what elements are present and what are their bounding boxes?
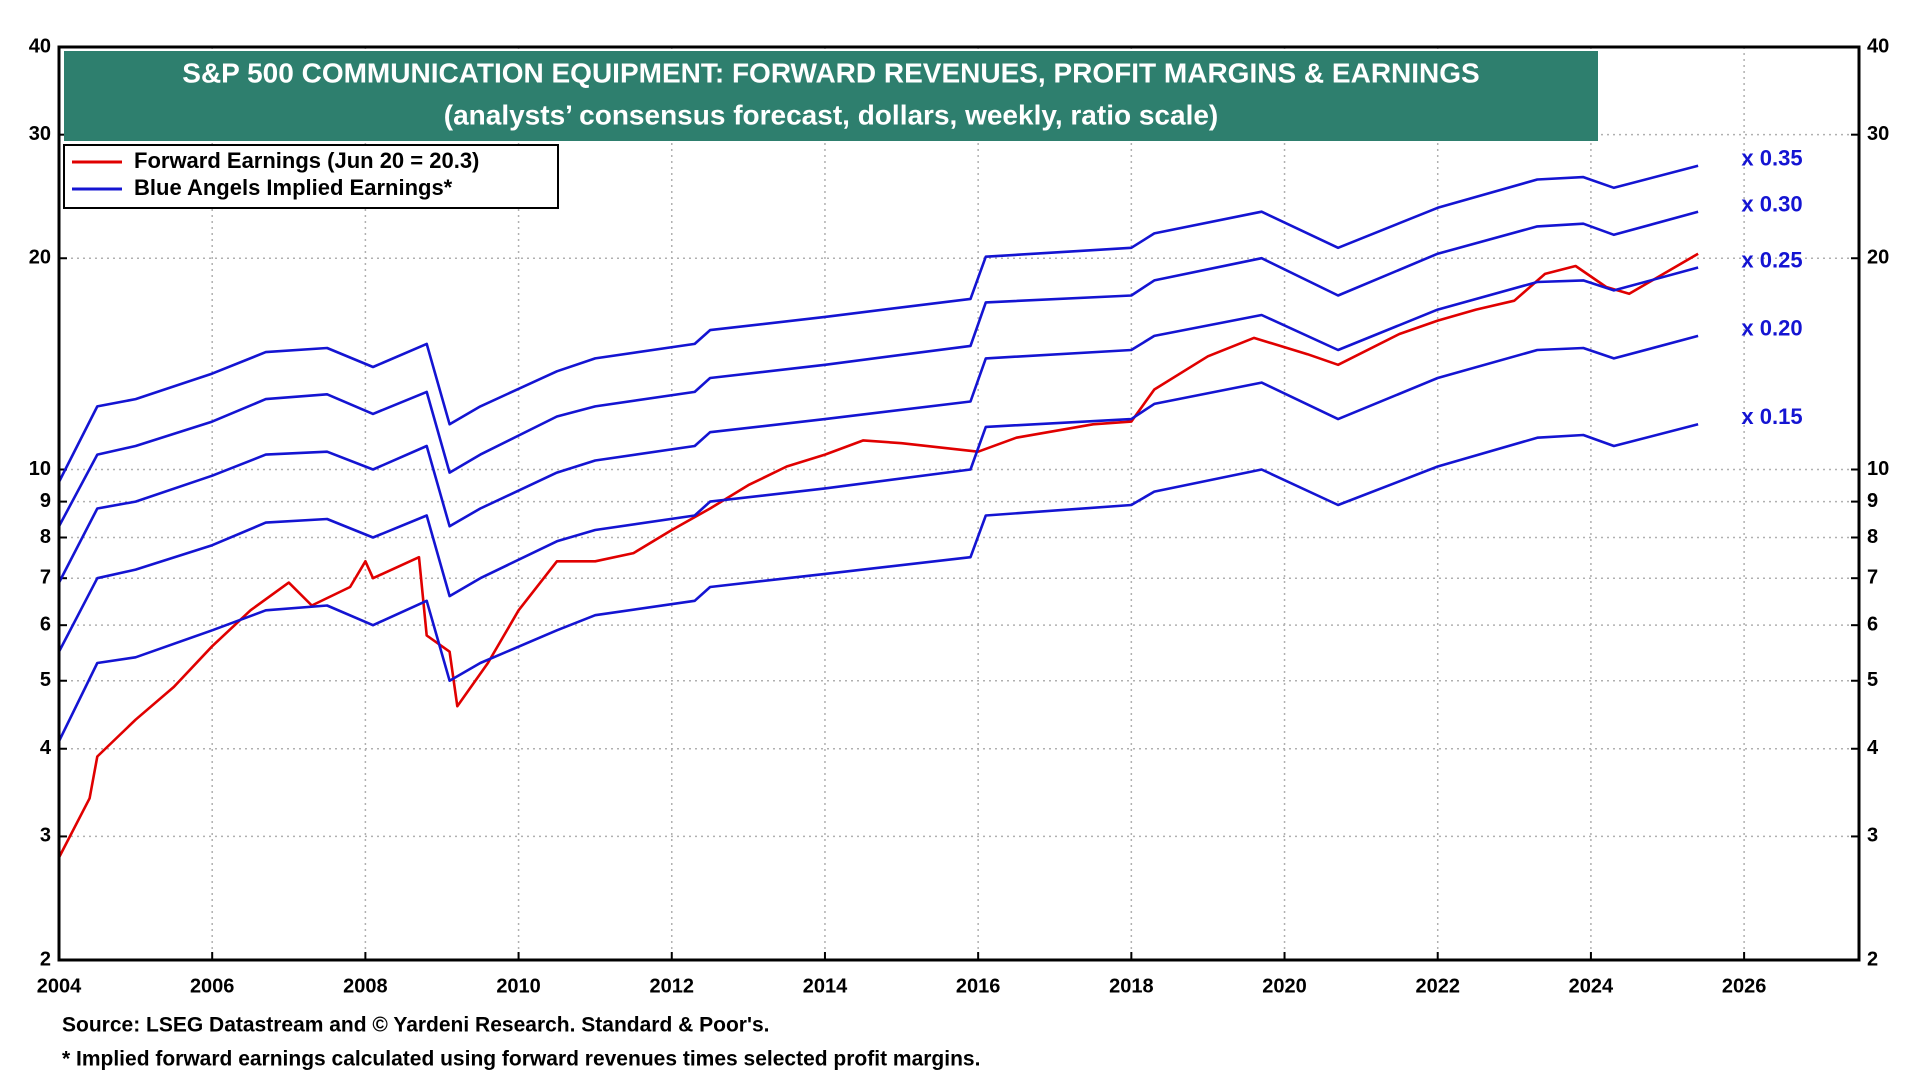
series-line [57,334,1699,653]
series-end-label: x 0.25 [1741,247,1802,272]
y-tick-label: 30 [29,123,51,145]
y2-tick-label: 3 [1867,825,1878,847]
series-line [57,252,1699,859]
legend-label: Blue Angels Implied Earnings* [134,175,453,200]
x-tick-label: 2018 [1109,975,1154,997]
series-line [57,423,1699,742]
y-tick-label: 2 [40,948,51,970]
x-tick-label: 2014 [803,975,848,997]
y2-tick-label: 20 [1867,247,1889,269]
y2-tick-label: 9 [1867,490,1878,512]
series-end-label: x 0.15 [1741,404,1802,429]
y-tick-label: 3 [40,825,51,847]
x-tick-label: 2026 [1722,975,1767,997]
series-line [57,164,1699,483]
plot-frame [57,45,1861,962]
chart-subtitle: (analysts’ consensus forecast, dollars, … [444,99,1219,130]
x-tick-label: 2010 [496,975,541,997]
y-tick-label: 9 [40,490,51,512]
y2-tick-label: 8 [1867,526,1878,548]
y2-tick-label: 40 [1867,35,1889,57]
y2-tick-label: 6 [1867,613,1878,635]
x-tick-label: 2008 [343,975,388,997]
y-tick-label: 8 [40,526,51,548]
y-tick-label: 20 [29,247,51,269]
y2-tick-label: 2 [1867,948,1878,970]
x-tick-label: 2024 [1569,975,1614,997]
title-box [64,51,1598,141]
series-end-label: x 0.35 [1741,145,1802,170]
y2-tick-label: 4 [1867,737,1879,759]
series-end-label: x 0.20 [1741,316,1802,341]
chart-title: S&P 500 COMMUNICATION EQUIPMENT: FORWARD… [182,57,1479,88]
series-line [57,266,1699,584]
x-tick-label: 2016 [956,975,1001,997]
series-line [57,210,1699,527]
y2-tick-label: 10 [1867,458,1889,480]
y-tick-label: 5 [40,669,51,691]
y2-tick-label: 7 [1867,566,1878,588]
legend-label: Forward Earnings (Jun 20 = 20.3) [134,148,479,173]
x-tick-label: 2022 [1415,975,1460,997]
y-tick-label: 10 [29,458,51,480]
footnote: * Implied forward earnings calculated us… [62,1048,980,1071]
x-tick-label: 2004 [37,975,82,997]
y-tick-label: 4 [40,737,52,759]
y-tick-label: 6 [40,613,51,635]
x-tick-label: 2006 [190,975,235,997]
y2-tick-label: 5 [1867,669,1878,691]
y-tick-label: 7 [40,566,51,588]
series-end-label: x 0.30 [1741,192,1802,217]
source-note: Source: LSEG Datastream and © Yardeni Re… [62,1014,769,1037]
x-tick-label: 2020 [1262,975,1307,997]
y-tick-label: 40 [29,35,51,57]
x-tick-label: 2012 [650,975,695,997]
y2-tick-label: 30 [1867,123,1889,145]
legend-box [63,144,559,209]
